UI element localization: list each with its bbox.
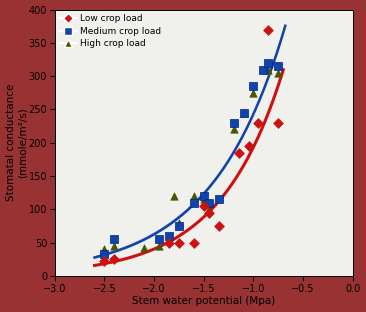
Point <box>251 90 257 95</box>
Point <box>240 110 246 115</box>
Point <box>206 207 212 212</box>
Point <box>112 237 117 242</box>
Point <box>275 64 281 69</box>
Point <box>265 60 271 65</box>
Point <box>231 127 236 132</box>
Point <box>176 224 182 229</box>
Y-axis label: Stomatal conductance
(mmole/m²/s): Stomatal conductance (mmole/m²/s) <box>5 84 27 202</box>
Point <box>156 237 162 242</box>
Point <box>176 240 182 245</box>
Legend: Low crop load, Medium crop load, High crop load: Low crop load, Medium crop load, High cr… <box>57 12 163 50</box>
Point <box>206 210 212 215</box>
Point <box>166 234 172 239</box>
Point <box>231 120 236 125</box>
Point <box>206 200 212 205</box>
Point <box>156 244 162 249</box>
X-axis label: Stem water potential (Mpa): Stem water potential (Mpa) <box>132 296 276 306</box>
Point <box>101 251 107 256</box>
Point <box>255 120 261 125</box>
Point <box>240 110 246 115</box>
Point <box>251 84 257 89</box>
Point <box>101 259 107 264</box>
Point <box>265 67 271 72</box>
Point <box>112 257 117 262</box>
Point <box>236 150 242 155</box>
Point <box>265 27 271 32</box>
Point <box>261 67 266 72</box>
Point <box>191 200 197 205</box>
Point <box>191 240 197 245</box>
Point <box>176 220 182 225</box>
Point <box>275 120 281 125</box>
Point <box>191 193 197 198</box>
Point <box>216 197 222 202</box>
Point <box>216 224 222 229</box>
Point <box>275 70 281 75</box>
Point <box>201 204 207 209</box>
Point <box>201 197 207 202</box>
Point <box>141 246 147 251</box>
Point <box>166 240 172 245</box>
Point <box>112 244 117 249</box>
Point <box>246 144 251 149</box>
Point <box>171 193 177 198</box>
Point <box>201 193 207 198</box>
Point <box>101 247 107 252</box>
